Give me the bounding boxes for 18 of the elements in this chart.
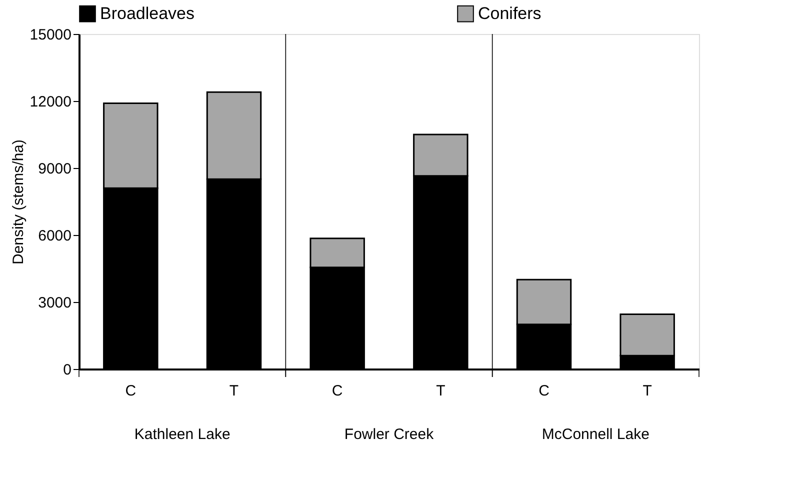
legend-label: Conifers	[478, 4, 542, 23]
y-axis-title: Density (stems/ha)	[10, 139, 27, 265]
x-tick-label: C	[538, 382, 550, 400]
y-tick-label: 0	[63, 362, 72, 378]
x-tick-label: C	[125, 382, 136, 400]
x-tick-label: T	[229, 382, 239, 400]
legend-label: Broadleaves	[100, 4, 195, 23]
x-tick-label: T	[436, 382, 446, 400]
text: Kathleen Lake	[134, 426, 230, 443]
x-tick-label: T	[642, 382, 652, 400]
text: Fowler Creek	[344, 426, 434, 443]
y-tick-label: 9000	[38, 160, 72, 178]
x-tick-label: C	[332, 382, 343, 400]
y-tick-label: 15000	[30, 26, 72, 44]
text: McConnell Lake	[542, 426, 650, 443]
y-tick-label: 3000	[38, 294, 72, 312]
y-tick-label: 12000	[30, 94, 72, 110]
y-tick-label: 6000	[38, 228, 72, 244]
